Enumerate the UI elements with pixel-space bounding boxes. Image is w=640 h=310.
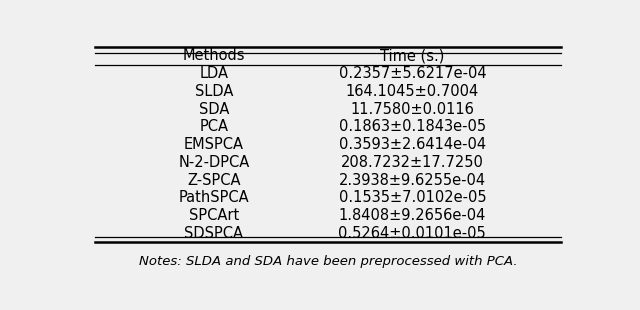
Text: 0.2357±5.6217e-04: 0.2357±5.6217e-04 xyxy=(339,66,486,81)
Text: 0.3593±2.6414e-04: 0.3593±2.6414e-04 xyxy=(339,137,486,152)
Text: EMSPCA: EMSPCA xyxy=(184,137,244,152)
Text: N-2-DPCA: N-2-DPCA xyxy=(179,155,250,170)
Text: SDA: SDA xyxy=(199,102,229,117)
Text: PathSPCA: PathSPCA xyxy=(179,191,249,206)
Text: 0.1863±0.1843e-05: 0.1863±0.1843e-05 xyxy=(339,119,486,134)
Text: SPCArt: SPCArt xyxy=(189,208,239,223)
Text: 0.1535±7.0102e-05: 0.1535±7.0102e-05 xyxy=(339,191,486,206)
Text: 1.8408±9.2656e-04: 1.8408±9.2656e-04 xyxy=(339,208,486,223)
Text: SLDA: SLDA xyxy=(195,84,233,99)
Text: Z-SPCA: Z-SPCA xyxy=(187,173,241,188)
Text: Time (s.): Time (s.) xyxy=(380,48,445,63)
Text: 208.7232±17.7250: 208.7232±17.7250 xyxy=(341,155,484,170)
Text: Notes: SLDA and SDA have been preprocessed with PCA.: Notes: SLDA and SDA have been preprocess… xyxy=(139,255,517,268)
Text: 2.3938±9.6255e-04: 2.3938±9.6255e-04 xyxy=(339,173,486,188)
Text: LDA: LDA xyxy=(200,66,228,81)
Text: Methods: Methods xyxy=(182,48,245,63)
Text: 0.5264±0.0101e-05: 0.5264±0.0101e-05 xyxy=(339,226,486,241)
Text: 164.1045±0.7004: 164.1045±0.7004 xyxy=(346,84,479,99)
Text: SDSPCA: SDSPCA xyxy=(184,226,243,241)
Text: 11.7580±0.0116: 11.7580±0.0116 xyxy=(350,102,474,117)
Text: PCA: PCA xyxy=(200,119,228,134)
